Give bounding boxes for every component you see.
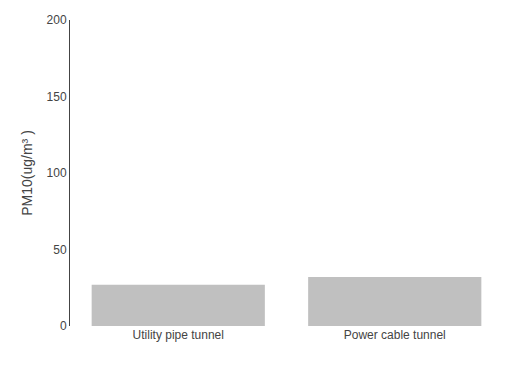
svg-text:0: 0 (60, 319, 67, 333)
svg-text:200: 200 (47, 13, 67, 27)
svg-text:150: 150 (47, 90, 67, 104)
svg-text:50: 50 (53, 243, 67, 257)
svg-text:Utility pipe tunnel: Utility pipe tunnel (133, 328, 224, 342)
svg-text:Power cable tunnel: Power cable tunnel (344, 328, 446, 342)
svg-text:PM10(ug/m³ ): PM10(ug/m³ ) (19, 130, 35, 216)
svg-text:100: 100 (47, 166, 67, 180)
